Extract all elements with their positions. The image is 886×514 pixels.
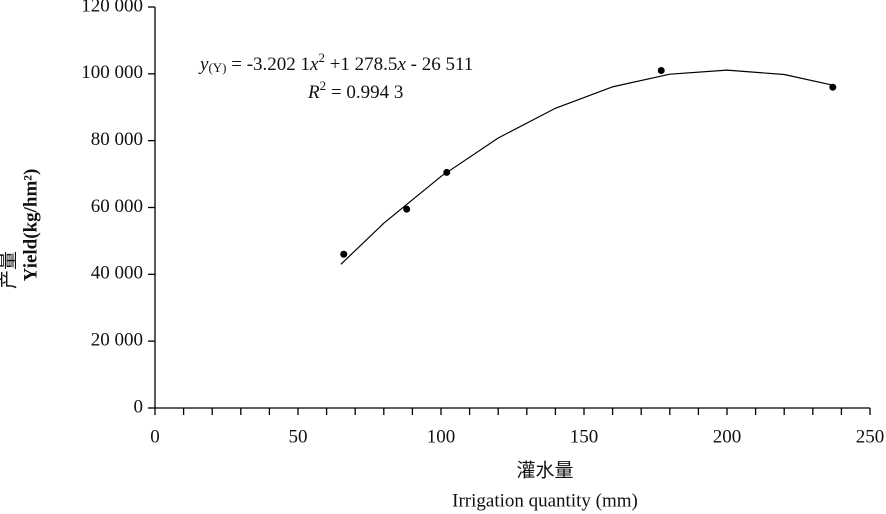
r2-part: 2 [320,78,327,93]
x-tick-label: 250 [856,426,885,447]
fit-curve [340,69,833,265]
y-label: Yield(kg/hm²) [20,169,41,282]
y-tick-label: 20 000 [91,330,143,351]
point [443,168,451,176]
y-tick-label: 0 [134,396,144,417]
x-tick-label: 0 [150,426,160,447]
eq-part: y [198,54,209,75]
r2-part: = 0.994 3 [326,82,403,103]
point [340,250,348,258]
y-tick-label: 120 000 [81,0,143,16]
eq-part: 2 [318,50,325,65]
equation: y(Y) = -3.202 1x2 +1 278.5x - 26 511 [198,50,473,75]
x-tick-label: 200 [713,426,742,447]
x-tick-label: 100 [427,426,456,447]
r2-part: R [307,82,320,103]
y-tick-label: 80 000 [91,129,143,150]
x-label-cn: 灌水量 [516,459,573,481]
y-label-cn: 产量 [0,251,19,289]
r-squared: R2 = 0.994 3 [307,78,403,103]
y-tick-label: 100 000 [81,62,143,83]
eq-part: +1 278.5 [325,54,397,75]
eq-part: x [396,54,406,75]
x-tick-label: 50 [289,426,308,447]
x-tick-label: 150 [570,426,599,447]
point [829,83,837,91]
x-label: Irrigation quantity (mm) [452,490,638,511]
eq-part: (Y) [208,60,226,75]
y-tick-label: 40 000 [91,263,143,284]
eq-part: x [309,54,319,75]
point [403,205,411,213]
eq-part: - 26 511 [406,54,473,75]
y-tick-label: 60 000 [91,196,143,217]
eq-part: = -3.202 1 [226,54,310,75]
point [657,66,665,74]
